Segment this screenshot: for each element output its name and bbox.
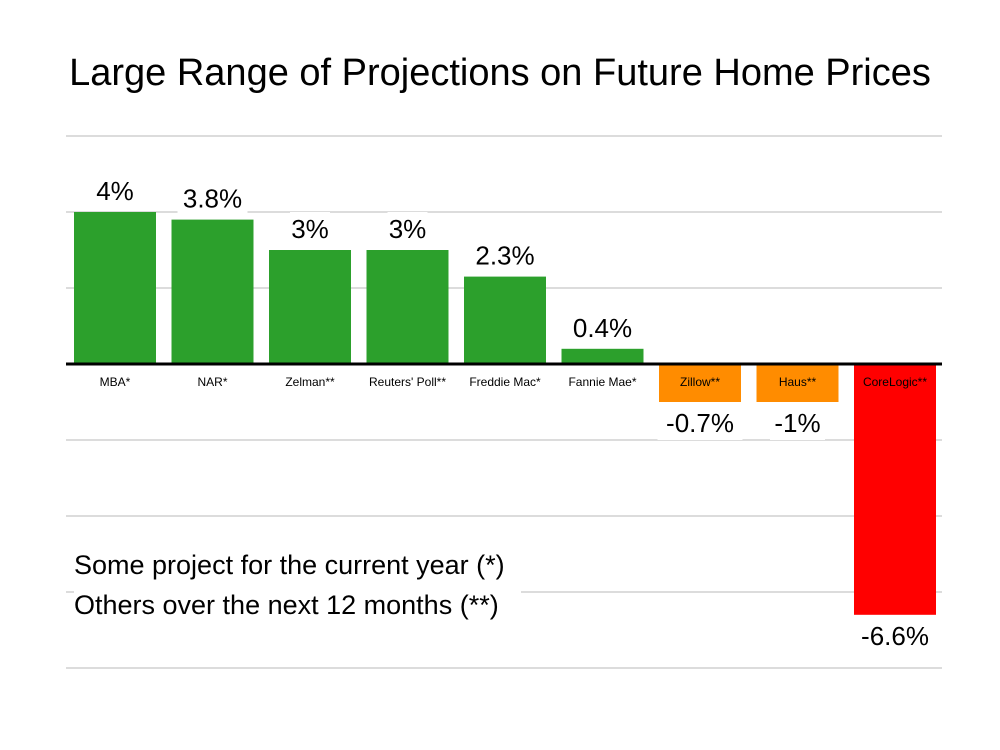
value-label-backing [290, 212, 330, 246]
value-labels: 4% 3.8% 3% 3% 2.3% 0.4% -0.7% -1% -6.6% [95, 174, 938, 653]
value-label: -0.7% [666, 408, 734, 438]
bar [74, 212, 156, 364]
value-label-backing [852, 618, 938, 653]
value-label: 3% [389, 214, 427, 244]
value-label-backing [770, 406, 825, 440]
value-label-backing [657, 406, 743, 440]
value-label: 3.8% [183, 184, 242, 214]
value-label: 0.4% [573, 313, 632, 343]
bars [74, 212, 936, 615]
category-label: Zillow** [680, 375, 720, 389]
category-label: Fannie Mae* [568, 375, 636, 389]
value-label: -1% [774, 408, 820, 438]
category-labels: MBA* NAR* Zelman** Reuters' Poll** Freddie M… [100, 375, 928, 389]
value-label-backing [95, 174, 135, 208]
value-label: -6.6% [861, 621, 929, 651]
value-label-backing [567, 310, 638, 345]
value-label: 4% [96, 176, 134, 206]
note-next-12-months: Others over the next 12 months (**) [74, 590, 521, 621]
category-label: Freddie Mac* [469, 375, 541, 389]
bar [269, 250, 351, 364]
bar [171, 219, 254, 364]
value-label-backing [177, 181, 248, 216]
value-label: 2.3% [475, 241, 534, 271]
category-label: Haus** [779, 375, 817, 389]
value-label-backing [387, 212, 428, 246]
bar [464, 276, 546, 364]
chart-title: Large Range of Projections on Future Hom… [69, 52, 931, 94]
note-current-year: Some project for the current year (*) [74, 550, 527, 581]
bar [366, 250, 449, 364]
bar [756, 364, 839, 402]
category-label: NAR* [197, 375, 227, 389]
value-label: 3% [291, 214, 329, 244]
bar [659, 364, 741, 402]
bar [561, 348, 644, 364]
value-label-backing [470, 238, 540, 273]
category-label: CoreLogic** [863, 375, 927, 389]
category-label: Reuters' Poll** [369, 375, 446, 389]
category-label: MBA* [100, 375, 131, 389]
category-label: Zelman** [285, 375, 335, 389]
bar [854, 364, 936, 615]
